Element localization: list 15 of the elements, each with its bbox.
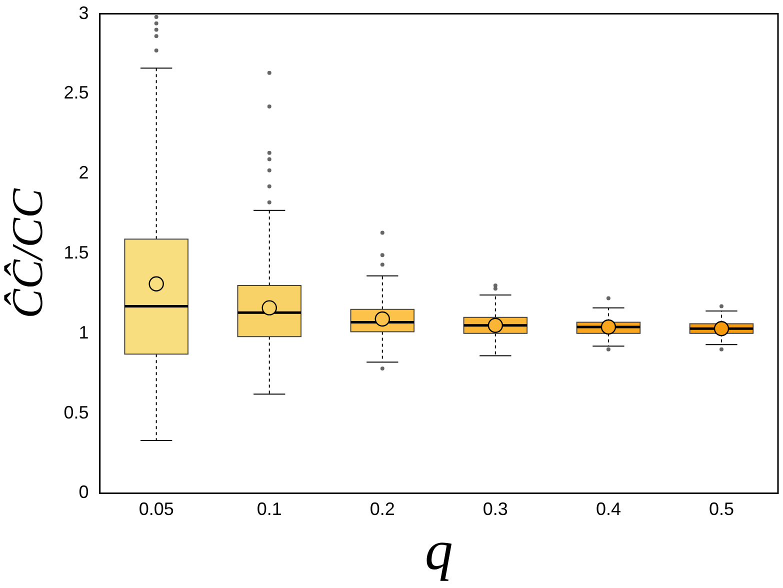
y-axis-title: ĈĈ/CC <box>2 188 52 318</box>
x-axis-title: q <box>424 520 453 582</box>
y-tick-label: 2.5 <box>64 82 89 103</box>
y-tick-label: 0 <box>78 482 89 502</box>
x-tick-label: 0.1 <box>256 498 282 519</box>
x-tick-label: 0.4 <box>596 498 621 519</box>
x-tick-label: 0.2 <box>370 498 395 519</box>
y-tick-label: 3 <box>78 2 89 23</box>
y-tick-label: 1.5 <box>64 242 89 262</box>
y-tick-label: 0.5 <box>64 402 89 422</box>
x-tick-label: 0.5 <box>708 498 734 519</box>
y-tick-label: 1 <box>78 322 89 342</box>
x-tick-label: 0.3 <box>482 498 508 519</box>
y-tick-label: 2 <box>78 162 89 183</box>
x-tick-label: 0.05 <box>138 498 174 519</box>
